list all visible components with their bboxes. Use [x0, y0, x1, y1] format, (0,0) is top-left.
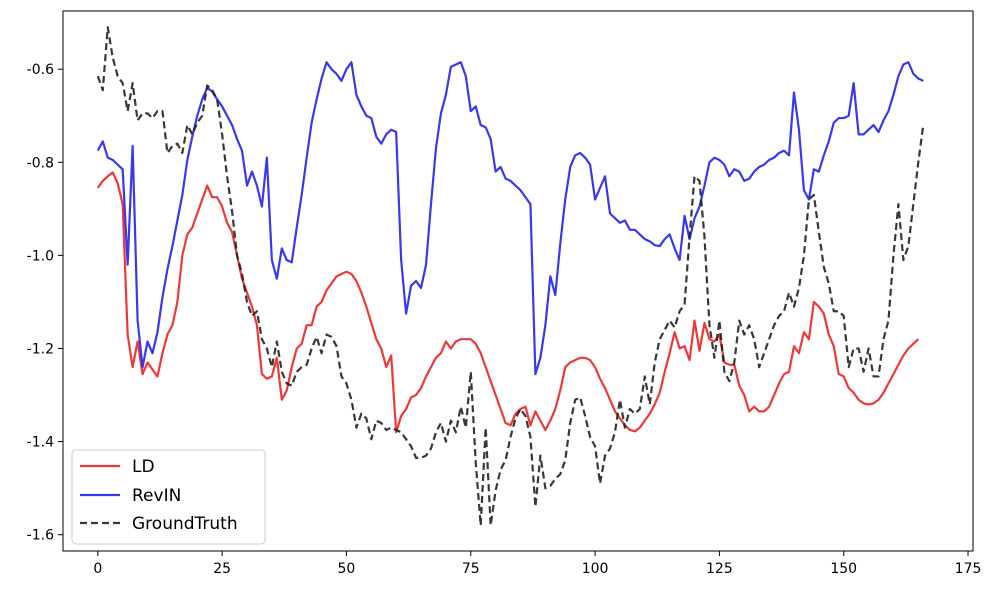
legend-label-revin: RevIN [132, 486, 181, 506]
x-tick-label: 25 [213, 561, 231, 577]
series-line-groundtruth [96, 26, 925, 527]
y-tick-label: -1.0 [27, 248, 54, 264]
y-tick-label: -1.6 [27, 528, 54, 544]
x-tick-label: 75 [462, 561, 480, 577]
series-line-ld [96, 171, 920, 434]
x-tick-label: 175 [955, 561, 982, 577]
y-tick-label: -0.8 [27, 155, 54, 171]
x-axis-ticks: 0 25 50 75 100 125 150 175 [93, 551, 981, 577]
x-tick-label: 50 [338, 561, 356, 577]
y-tick-label: -1.2 [27, 342, 54, 358]
y-tick-label: -0.6 [27, 62, 54, 78]
plot-frame [62, 10, 974, 552]
x-tick-label: 0 [93, 561, 102, 577]
x-tick-label: 100 [582, 561, 609, 577]
legend-label-ld: LD [132, 457, 155, 477]
legend: LD RevIN GroundTruth [71, 449, 266, 545]
legend-box [71, 449, 266, 545]
y-tick-label: -1.4 [27, 435, 54, 451]
x-tick-label: 150 [830, 561, 857, 577]
x-tick-label: 125 [706, 561, 733, 577]
series-line-revin [96, 61, 924, 376]
y-axis-ticks: -0.6 -0.8 -1.0 -1.2 -1.4 -1.6 [27, 62, 63, 544]
legend-label-groundtruth: GroundTruth [132, 514, 238, 534]
series-layer [96, 26, 925, 527]
